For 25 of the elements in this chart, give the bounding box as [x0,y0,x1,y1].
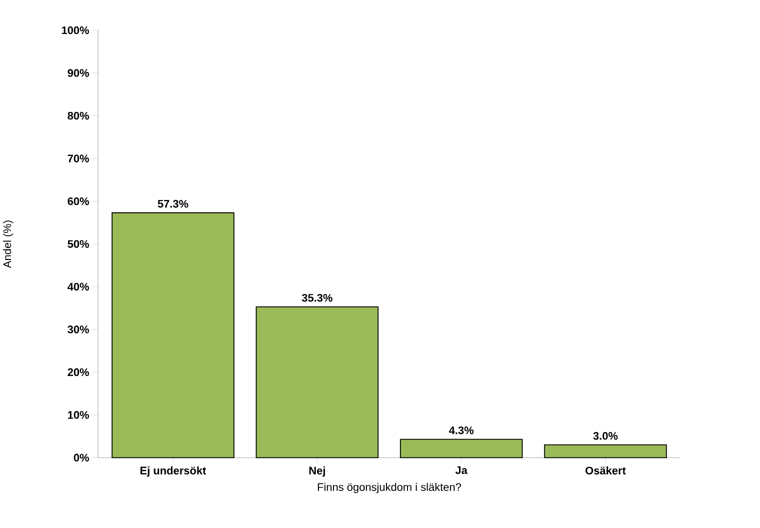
bar [544,444,667,458]
data-label: 57.3% [158,200,188,208]
y-tick-label: 20% [68,368,90,376]
y-tick-label: 30% [68,325,90,334]
y-tick-label: 80% [68,112,90,120]
bar [256,306,379,458]
bar [400,438,523,458]
y-tick-label: 40% [68,282,90,290]
y-axis-title: Andel (%) [3,220,14,268]
y-tick-label: 50% [68,240,90,248]
x-tick-label: Osäkert [586,466,626,474]
x-tick-label: Ja [455,466,468,474]
x-axis-title: Finns ögonsjukdom i släkten? [318,482,462,493]
y-tick-label: 100% [62,26,90,34]
y-tick-label: 10% [68,410,90,419]
y-tick-label: 90% [68,68,90,77]
data-label: 4.3% [449,426,474,434]
bar [112,212,234,458]
y-tick-label: 70% [68,154,90,162]
data-label: 35.3% [302,294,332,302]
y-tick-label: 60% [68,197,90,205]
x-tick-label: Ej undersökt [140,466,206,476]
x-tick-label: Nej [309,466,325,476]
y-tick-label: 0% [74,454,90,462]
data-label: 3.0% [593,432,618,440]
